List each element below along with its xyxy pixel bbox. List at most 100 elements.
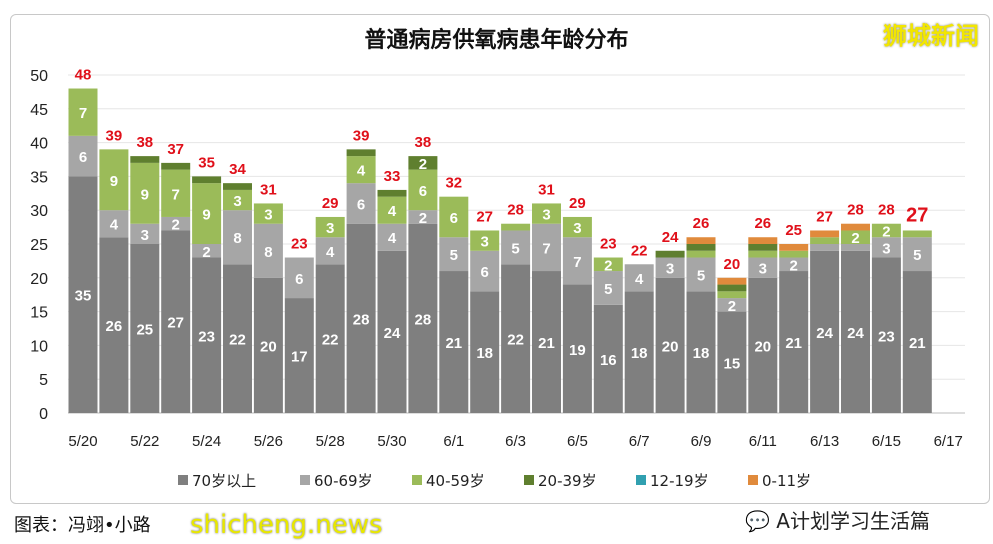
segment-label: 22 — [507, 332, 524, 349]
segment-label: 3 — [759, 261, 767, 278]
total-label: 28 — [507, 202, 524, 219]
bar-segment — [810, 250, 840, 413]
bar-segment — [192, 257, 222, 413]
segment-label: 2 — [851, 230, 859, 247]
bar-segment — [377, 196, 407, 224]
legend-swatch — [178, 475, 188, 485]
segment-label: 6 — [357, 196, 365, 213]
segment-label: 22 — [229, 332, 246, 349]
bar-segment — [130, 223, 160, 244]
segment-label: 24 — [847, 325, 864, 342]
bar-segment — [902, 271, 932, 413]
bar-segment — [253, 203, 283, 224]
bar-segment — [161, 169, 191, 217]
bar-segment — [408, 223, 438, 413]
segment-label: 2 — [419, 210, 427, 227]
segment-label: 4 — [357, 163, 366, 180]
x-tick-label: 5/28 — [316, 433, 345, 450]
bar-segment — [779, 244, 809, 251]
bar-segment — [223, 264, 252, 413]
chart-frame — [10, 14, 990, 504]
segment-label: 27 — [167, 315, 184, 332]
bar-segment — [408, 169, 438, 211]
legend-label: 70岁以上 — [192, 472, 256, 490]
y-tick-label: 20 — [30, 271, 48, 288]
bar-segment — [439, 271, 469, 413]
bar-segment — [192, 183, 222, 244]
bar-segment — [624, 291, 654, 413]
bar-segment — [346, 149, 376, 157]
bar-segment — [99, 210, 129, 238]
bar-segment — [717, 284, 747, 292]
bar-segment — [192, 176, 222, 184]
segment-label: 7 — [542, 240, 550, 257]
segment-label: 18 — [693, 345, 710, 362]
y-tick-label: 40 — [30, 136, 48, 153]
bar-segment — [161, 230, 191, 413]
segment-label: 4 — [110, 217, 119, 234]
segment-label: 24 — [816, 325, 833, 342]
bar-segment — [717, 311, 747, 413]
segment-label: 28 — [415, 311, 432, 328]
segment-label: 20 — [260, 338, 277, 355]
segment-label: 18 — [631, 345, 648, 362]
segment-label: 28 — [353, 311, 370, 328]
segment-label: 2 — [604, 257, 612, 274]
segment-label: 4 — [388, 230, 397, 247]
bar-segment — [315, 237, 345, 265]
segment-label: 5 — [697, 267, 705, 284]
bar-segment — [161, 216, 191, 231]
bar-segment — [624, 264, 654, 292]
segment-label: 3 — [141, 227, 149, 244]
bar-segment — [532, 203, 561, 224]
bar-segment — [593, 271, 623, 305]
bar-segment — [748, 244, 778, 251]
legend-label: 12-19岁 — [650, 472, 709, 490]
y-tick-label: 0 — [39, 406, 48, 423]
bar-segment — [532, 271, 561, 413]
bar-segment — [377, 189, 407, 197]
bar-segment — [68, 88, 98, 136]
y-tick-label: 15 — [30, 305, 48, 322]
legend-label: 40-59岁 — [426, 472, 485, 490]
segment-label: 5 — [511, 240, 519, 257]
bar-segment — [346, 183, 376, 224]
bar-segment — [223, 210, 252, 265]
bar-segment — [99, 149, 129, 211]
segment-label: 19 — [569, 342, 586, 359]
legend-swatch — [636, 475, 646, 485]
segment-label: 21 — [445, 335, 462, 352]
total-label: 23 — [600, 236, 617, 253]
segment-label: 4 — [635, 271, 644, 288]
bar-segment — [871, 257, 901, 413]
bar-segment — [284, 298, 314, 413]
y-tick-label: 5 — [39, 372, 48, 389]
segment-label: 20 — [754, 338, 771, 355]
bar-segment — [439, 196, 469, 238]
segment-label: 22 — [322, 332, 339, 349]
bar-segment — [748, 277, 778, 413]
bar-segment — [315, 264, 345, 413]
y-tick-label: 45 — [30, 102, 48, 119]
bar-segment — [686, 250, 716, 258]
segment-label: 35 — [75, 288, 92, 305]
segment-label: 9 — [202, 207, 210, 224]
total-label: 31 — [260, 181, 277, 198]
total-label: 33 — [384, 168, 401, 185]
y-tick-label: 25 — [30, 237, 48, 254]
segment-label: 2 — [172, 217, 180, 234]
segment-label: 6 — [295, 271, 303, 288]
total-label: 28 — [847, 202, 864, 219]
x-tick-label: 6/3 — [505, 433, 526, 450]
bar-segment — [161, 162, 191, 170]
x-tick-label: 6/17 — [934, 433, 963, 450]
bar-segment — [346, 156, 376, 184]
y-tick-label: 30 — [30, 203, 48, 220]
segment-label: 5 — [604, 281, 612, 298]
x-tick-label: 6/1 — [443, 433, 464, 450]
total-label: 23 — [291, 236, 308, 253]
bar-segment — [779, 257, 809, 272]
segment-label: 17 — [291, 349, 308, 366]
segment-label: 23 — [878, 328, 895, 345]
